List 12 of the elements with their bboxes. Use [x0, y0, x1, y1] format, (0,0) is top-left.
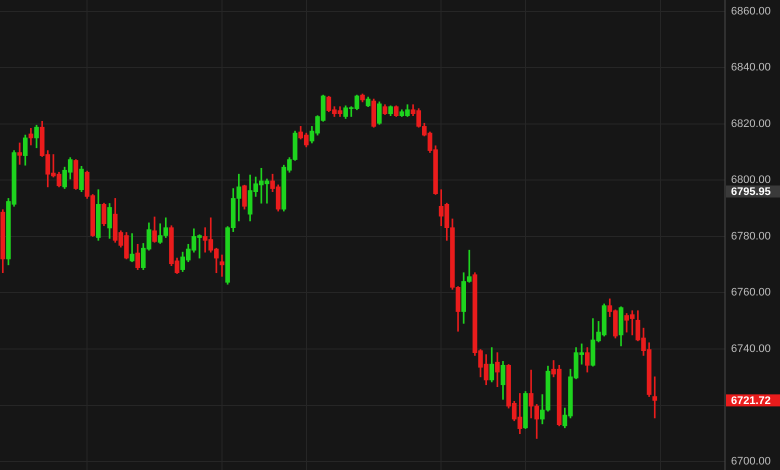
- y-tick-label: 6800.00: [731, 174, 771, 186]
- y-tick-label: 6740.00: [731, 343, 771, 356]
- y-tick-label: 6860.00: [731, 5, 771, 18]
- y-tick-label: 6780.00: [731, 230, 771, 242]
- y-tick-label: 6820.00: [731, 118, 771, 130]
- y-tick-label: 6760.00: [731, 286, 771, 299]
- text: 6795.95: [731, 186, 771, 198]
- y-tick-label: 6840.00: [731, 62, 771, 74]
- y-tick-label: 6700.00: [731, 456, 771, 468]
- text: 6721.72: [731, 394, 771, 407]
- candlestick: [130, 233, 134, 262]
- candlestick: [220, 254, 224, 277]
